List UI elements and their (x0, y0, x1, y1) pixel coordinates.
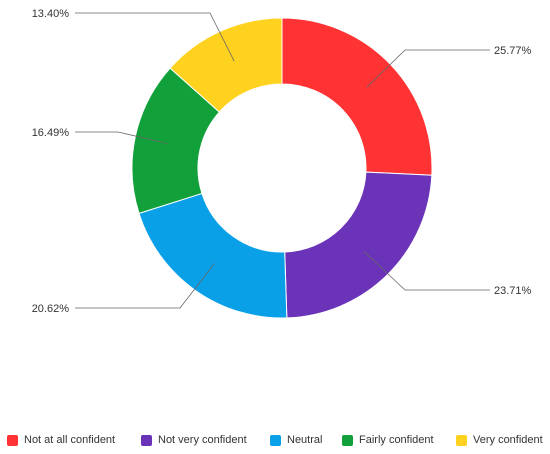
leader-line-fairly-confident (75, 131, 168, 144)
slice-neutral (138, 192, 288, 319)
leader-line-very-confident (75, 12, 235, 62)
legend-item-very-confident[interactable]: Very confident (456, 430, 543, 450)
legend-label: Not very confident (158, 434, 247, 446)
legend-label: Very confident (473, 434, 543, 446)
legend-swatch (141, 434, 152, 446)
leader-line-not-very-confident (363, 251, 490, 291)
legend-swatch (270, 434, 281, 446)
legend-label: Fairly confident (359, 434, 434, 446)
chart-legend: Not at all confident Not very confident Ne… (0, 430, 550, 450)
slice-not-very-confident (284, 171, 433, 319)
legend-item-neutral[interactable]: Neutral (270, 430, 322, 450)
donut-chart: 25.77% 23.71% 20.62% 16.49% 13.40% (32, 8, 532, 319)
legend-item-not-very-confident[interactable]: Not very confident (141, 430, 247, 450)
legend-item-fairly-confident[interactable]: Fairly confident (342, 430, 434, 450)
leader-lines (75, 12, 490, 309)
legend-label: Not at all confident (24, 434, 116, 446)
value-labels: 25.77% 23.71% 20.62% 16.49% 13.40% (32, 8, 532, 315)
value-label-very-confident: 13.40% (32, 8, 70, 20)
value-label-not-very-confident: 23.71% (494, 285, 532, 297)
slice-not-at-all-confident (281, 17, 433, 176)
value-label-fairly-confident: 16.49% (32, 127, 70, 139)
value-label-neutral: 20.62% (32, 303, 70, 315)
value-label-not-at-all-confident: 25.77% (494, 45, 532, 57)
slice-very-confident (169, 17, 283, 113)
donut-slices (131, 17, 433, 319)
legend-swatch (7, 434, 18, 446)
legend-label: Neutral (287, 434, 323, 446)
leader-line-neutral (75, 263, 215, 309)
legend-swatch (342, 434, 353, 446)
leader-line-not-at-all-confident (366, 49, 490, 88)
legend-item-not-at-all-confident[interactable]: Not at all confident (7, 430, 115, 450)
legend-swatch (456, 434, 467, 446)
